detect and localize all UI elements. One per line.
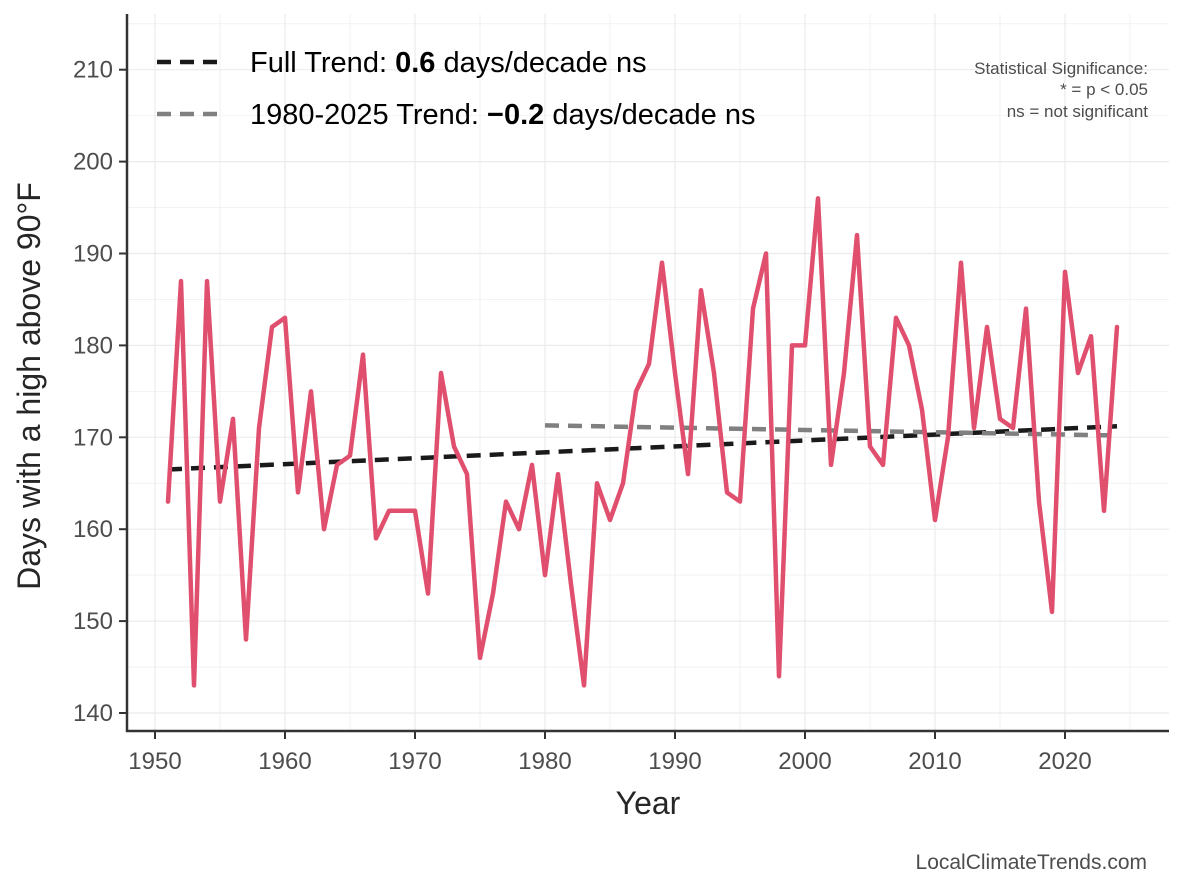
series-line xyxy=(165,196,1120,688)
x-tick-label: 1970 xyxy=(388,748,441,775)
significance-note-line-2: * = p < 0.05 xyxy=(1060,80,1148,99)
y-tick-label: 210 xyxy=(73,57,113,84)
y-tick-label: 140 xyxy=(73,700,113,727)
legend-full-trend-value: 0.6 xyxy=(395,47,435,79)
legend: Full Trend: 0.6 days/decade ns 1980-2025… xyxy=(157,47,755,131)
legend-full-trend-suffix: days/decade ns xyxy=(435,47,646,79)
x-tick-label: 1990 xyxy=(648,748,701,775)
x-axis-title: Year xyxy=(616,785,681,821)
trend-lines xyxy=(167,423,1118,472)
y-tick-label: 170 xyxy=(73,424,113,451)
x-tick-label: 1950 xyxy=(128,748,181,775)
significance-note-line-3: ns = not significant xyxy=(1007,102,1149,121)
y-tick-label: 160 xyxy=(73,516,113,543)
legend-recent-trend-suffix: days/decade ns xyxy=(544,99,755,131)
grid xyxy=(127,14,1169,731)
y-tick-label: 200 xyxy=(73,149,113,176)
significance-note-line-1: Statistical Significance: xyxy=(974,59,1148,78)
legend-recent-trend-prefix: 1980-2025 Trend: xyxy=(250,99,487,131)
y-tick-label: 150 xyxy=(73,608,113,635)
legend-full-trend-prefix: Full Trend: xyxy=(250,47,395,79)
ticks: 1950 1960 1970 1980 1990 2000 2010 2020 140 150 16… xyxy=(73,57,1092,775)
data-series xyxy=(165,196,1120,688)
full-trend-line xyxy=(167,424,1118,472)
legend-label-full-trend: Full Trend: 0.6 days/decade ns xyxy=(250,47,647,79)
x-tick-label: 2020 xyxy=(1038,748,1091,775)
source-credit: LocalClimateTrends.com xyxy=(916,851,1147,874)
x-tick-label: 2000 xyxy=(778,748,831,775)
y-axis-title: Days with a high above 90°F xyxy=(11,182,47,590)
y-tick-label: 180 xyxy=(73,332,113,359)
significance-note: Statistical Significance: * = p < 0.05 n… xyxy=(974,59,1148,121)
legend-label-recent-trend: 1980-2025 Trend: −0.2 days/decade ns xyxy=(250,99,755,131)
x-tick-label: 1980 xyxy=(518,748,571,775)
axes xyxy=(125,14,1169,733)
x-tick-label: 1960 xyxy=(258,748,311,775)
x-tick-label: 2010 xyxy=(908,748,961,775)
legend-recent-trend-value: −0.2 xyxy=(487,99,544,131)
y-tick-label: 190 xyxy=(73,241,113,268)
